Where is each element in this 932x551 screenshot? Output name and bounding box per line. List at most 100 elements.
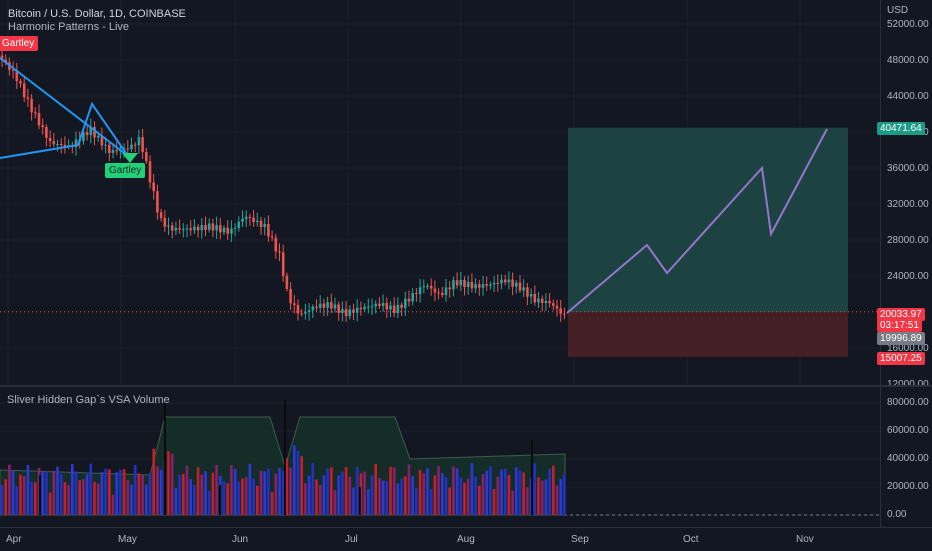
candle-body <box>152 182 155 192</box>
candle-body <box>500 279 503 284</box>
volume-bar <box>174 487 178 515</box>
volume-bar <box>193 484 196 515</box>
time-label-apr: Apr <box>6 534 22 545</box>
pane-separator[interactable] <box>0 385 932 387</box>
volume-bar <box>0 485 4 515</box>
volume-bar <box>34 482 37 515</box>
volume-bar <box>507 474 511 515</box>
candle-body <box>182 229 185 231</box>
candle-body <box>448 287 451 290</box>
volume-spike <box>359 487 361 515</box>
candle-body <box>411 293 414 302</box>
candle-body <box>333 304 337 309</box>
volume-bar <box>400 478 403 515</box>
volume-bar <box>237 481 241 515</box>
volume-bar <box>496 476 500 515</box>
volume-bar <box>374 463 377 515</box>
candle-body <box>300 313 303 315</box>
candle-body <box>529 293 533 297</box>
candle-body <box>322 303 326 308</box>
candle-body <box>26 97 30 99</box>
volume-bar <box>4 479 7 515</box>
volume-bar <box>433 475 437 515</box>
volume-axis[interactable]: 80000.00 60000.00 40000.00 20000.00 0.00 <box>880 387 932 527</box>
candle-body <box>196 226 200 231</box>
gartley-tag-mid: Gartley <box>105 163 146 178</box>
volume-bar <box>270 492 274 515</box>
candle-body <box>285 275 289 290</box>
candle-body <box>37 112 41 126</box>
volume-bar <box>367 489 370 515</box>
volume-bar <box>22 476 26 515</box>
candle-body <box>256 220 259 223</box>
volume-bar <box>267 468 270 515</box>
volume-chart[interactable] <box>0 387 880 527</box>
volume-bar <box>485 470 488 515</box>
candle-body <box>381 303 385 306</box>
candle-body <box>374 303 377 307</box>
candle-body <box>515 282 518 287</box>
candle-body <box>378 303 381 306</box>
candle-body <box>252 217 255 223</box>
volume-bar <box>11 470 15 515</box>
candle-body <box>281 252 285 276</box>
candle-body <box>230 228 233 234</box>
volume-pane[interactable]: Sliver Hidden Gap`s VSA Volume <box>0 387 880 527</box>
candle-body <box>30 98 33 113</box>
candle-body <box>289 289 292 304</box>
candle-body <box>407 298 411 302</box>
candle-body <box>163 218 167 227</box>
volume-bar <box>256 485 259 515</box>
volume-bar <box>415 488 418 515</box>
candle-body <box>193 226 196 231</box>
time-label-may: May <box>118 534 137 545</box>
candle-body <box>418 287 422 295</box>
candle-body <box>518 282 522 291</box>
volume-bar <box>296 450 300 515</box>
volume-bar <box>300 456 303 515</box>
candle-body <box>156 191 159 213</box>
time-axis[interactable]: Apr May Jun Jul Aug Sep Oct Nov <box>0 527 932 551</box>
candle-body <box>404 298 407 308</box>
indicator-title: Harmonic Patterns - Live <box>8 21 130 33</box>
pattern-marker <box>122 153 138 163</box>
price-tick: 36000.00 <box>887 163 929 174</box>
volume-bar <box>48 492 52 515</box>
price-chart-pane[interactable]: Bitcoin / U.S. Dollar, 1D, COINBASE Harm… <box>0 0 880 385</box>
symbol-title: Bitcoin / U.S. Dollar, 1D, COINBASE <box>8 8 186 20</box>
volume-bar <box>259 470 263 515</box>
volume-bar <box>385 481 389 515</box>
candle-body <box>363 306 366 310</box>
volume-bar <box>145 484 148 515</box>
volume-bar <box>215 465 218 515</box>
candle-body <box>200 224 204 231</box>
candle-body <box>4 59 7 63</box>
volume-bar <box>463 482 466 515</box>
volume-bar <box>396 483 400 515</box>
candle-body <box>263 223 266 228</box>
candle-body <box>511 279 514 287</box>
candle-body <box>307 310 311 313</box>
time-label-aug: Aug <box>457 534 475 545</box>
price-chart[interactable] <box>0 0 880 385</box>
volume-bar <box>455 468 459 515</box>
volume-bar <box>167 451 170 515</box>
candle-body <box>74 139 78 148</box>
candle-body <box>204 224 207 230</box>
candle-body <box>311 306 315 311</box>
price-tick: 28000.00 <box>887 235 929 246</box>
volume-bar <box>452 466 455 515</box>
volume-bar <box>248 463 252 515</box>
harmonic-pattern-lines <box>0 57 129 159</box>
candle-body <box>485 284 488 286</box>
volume-bar <box>341 471 344 515</box>
volume-bar <box>226 483 229 515</box>
projection-line <box>566 128 828 314</box>
volume-bar <box>230 465 233 515</box>
currency-label: USD <box>887 5 909 16</box>
candle-body <box>115 150 118 152</box>
volume-bar <box>330 467 333 515</box>
volume-bar <box>470 463 474 515</box>
candle-body <box>426 285 429 287</box>
countdown-tag: 03:17:51 <box>877 319 922 332</box>
